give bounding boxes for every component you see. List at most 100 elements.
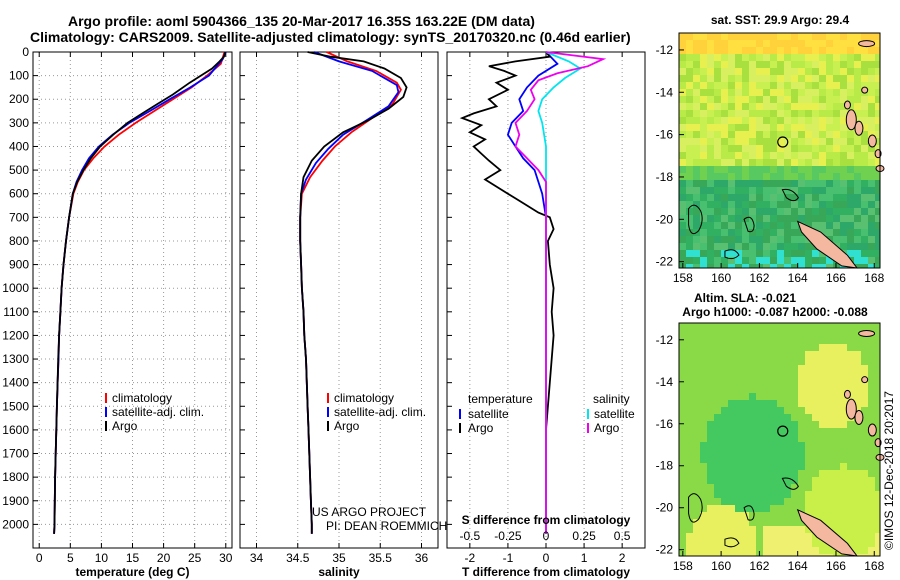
map-cell [847, 54, 854, 61]
map-cell [875, 229, 880, 236]
map-cell [812, 449, 819, 456]
map-cell [714, 110, 721, 117]
map-cell [777, 435, 784, 442]
map-cell [826, 505, 833, 512]
map-cell [819, 463, 826, 470]
map-cell [833, 166, 840, 173]
map-cell [784, 145, 791, 152]
map-cell [770, 257, 777, 264]
map-cell [875, 75, 880, 82]
map-cell [840, 414, 847, 421]
s-tick-label: -0.5 [460, 529, 481, 543]
map-cell [840, 449, 847, 456]
map-cell [791, 400, 798, 407]
map-cell [721, 512, 728, 519]
map-cell [826, 82, 833, 89]
map-cell [819, 498, 826, 505]
map-cell [714, 236, 721, 243]
map-cell [763, 180, 770, 187]
map-cell [735, 47, 742, 54]
map-cell [714, 243, 721, 250]
island-north [858, 329, 876, 337]
map-cell [854, 337, 861, 344]
map-cell [714, 103, 721, 110]
map-cell [756, 208, 763, 215]
map-cell [819, 61, 826, 68]
map-cell [735, 173, 742, 180]
map-cell [707, 152, 714, 159]
y-tick-label: -16 [656, 417, 674, 431]
map-cell [721, 173, 728, 180]
map-cell [777, 386, 784, 393]
map-cell [868, 470, 875, 477]
map-cell [742, 33, 749, 40]
map-cell [700, 187, 707, 194]
map-cell [756, 379, 763, 386]
map-cell [686, 187, 693, 194]
map-cell [812, 131, 819, 138]
map-cell [679, 421, 686, 428]
map-cell [735, 89, 742, 96]
y-tick-label: 900 [9, 258, 29, 272]
map-cell [840, 351, 847, 358]
map-cell [826, 330, 833, 337]
map-cell [826, 547, 833, 554]
map-cell [742, 250, 749, 257]
map-cell [840, 554, 847, 556]
map-cell [819, 505, 826, 512]
map-cell [875, 519, 880, 526]
map-cell [707, 145, 714, 152]
map-cell [868, 110, 875, 117]
map-cell [700, 250, 707, 257]
map-cell [735, 145, 742, 152]
map-cell [686, 89, 693, 96]
map-cell [784, 400, 791, 407]
map-cell [693, 428, 700, 435]
map-cell [791, 124, 798, 131]
map-cell [812, 194, 819, 201]
map-cell [770, 526, 777, 533]
map-cell [728, 75, 735, 82]
map-cell [735, 470, 742, 477]
map-cell [742, 243, 749, 250]
y-tick-label: -16 [656, 128, 674, 142]
map-cell [770, 393, 777, 400]
reef-contour [688, 204, 703, 235]
map-cell [854, 180, 861, 187]
map-cell [777, 187, 784, 194]
series-line-s-argo [514, 51, 607, 534]
map-cell [791, 96, 798, 103]
map-cell [707, 243, 714, 250]
map-cell [833, 96, 840, 103]
map-cell [819, 547, 826, 554]
map-cell [700, 215, 707, 222]
y-tick-label: -12 [656, 333, 674, 347]
map-cell [770, 40, 777, 47]
map-cell [868, 435, 875, 442]
map-cell [854, 512, 861, 519]
map-cell [784, 75, 791, 82]
map-cell [770, 145, 777, 152]
map-cell [756, 68, 763, 75]
map-cell [693, 484, 700, 491]
map-cell [868, 243, 875, 250]
map-cell [798, 358, 805, 365]
map-cell [749, 40, 756, 47]
map-cell [784, 201, 791, 208]
map-cell [798, 449, 805, 456]
map-cell [840, 442, 847, 449]
map-cell [875, 505, 880, 512]
map-cell [763, 243, 770, 250]
map-cell [714, 222, 721, 229]
map-cell [784, 512, 791, 519]
map-cell [735, 344, 742, 351]
map-cell [868, 68, 875, 75]
map-cell [756, 533, 763, 540]
map-cell [749, 414, 756, 421]
map-cell [805, 407, 812, 414]
map-cell [707, 89, 714, 96]
map-cell [714, 526, 721, 533]
reef-contour [781, 188, 799, 202]
map-cell [693, 54, 700, 61]
map-cell [735, 498, 742, 505]
